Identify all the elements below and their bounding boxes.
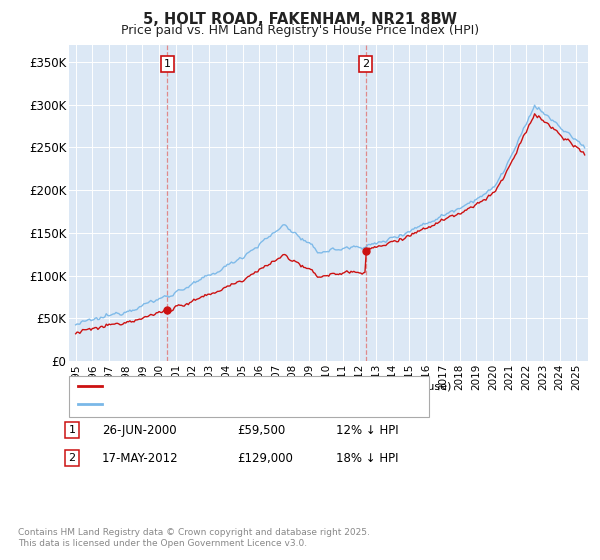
Text: £59,500: £59,500 [237,423,285,437]
Text: 5, HOLT ROAD, FAKENHAM, NR21 8BW: 5, HOLT ROAD, FAKENHAM, NR21 8BW [143,12,457,27]
Text: 26-JUN-2000: 26-JUN-2000 [102,423,176,437]
Text: 5, HOLT ROAD, FAKENHAM, NR21 8BW (semi-detached house): 5, HOLT ROAD, FAKENHAM, NR21 8BW (semi-d… [106,381,452,391]
Text: Price paid vs. HM Land Registry's House Price Index (HPI): Price paid vs. HM Land Registry's House … [121,24,479,36]
Text: 1: 1 [164,59,170,69]
Text: 12% ↓ HPI: 12% ↓ HPI [336,423,398,437]
Text: HPI: Average price, semi-detached house, North Norfolk: HPI: Average price, semi-detached house,… [106,399,418,409]
Text: £129,000: £129,000 [237,451,293,465]
Text: 17-MAY-2012: 17-MAY-2012 [102,451,179,465]
Text: 2: 2 [362,59,369,69]
Text: Contains HM Land Registry data © Crown copyright and database right 2025.
This d: Contains HM Land Registry data © Crown c… [18,528,370,548]
Text: 2: 2 [68,453,76,463]
Text: 1: 1 [68,425,76,435]
Text: 18% ↓ HPI: 18% ↓ HPI [336,451,398,465]
